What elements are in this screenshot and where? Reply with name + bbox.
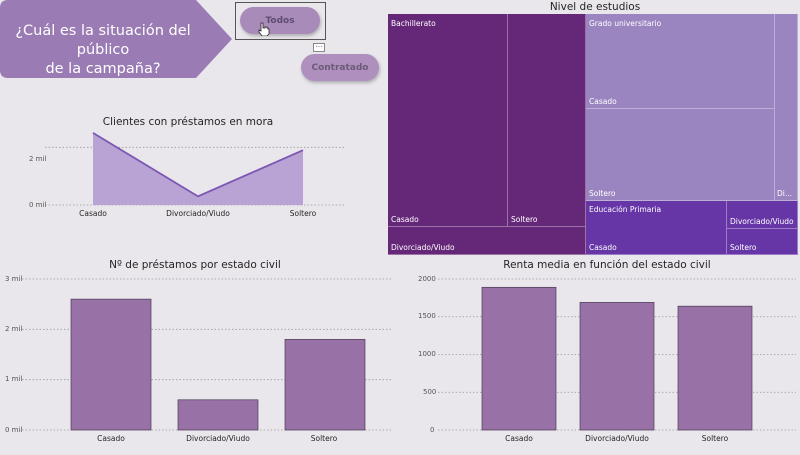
expand-handle[interactable]: ···: [313, 43, 325, 52]
mora-y-tick: 0 mil: [29, 201, 47, 209]
data-point[interactable]: [196, 194, 200, 198]
prestamos-bar-chart: [22, 278, 392, 431]
mora-x-label: Soltero: [289, 209, 317, 218]
treemap-cell-label: Divorciado/Viudo: [391, 243, 455, 252]
mora-chart-title: Clientes con préstamos en mora: [102, 116, 274, 128]
bar[interactable]: [177, 399, 259, 431]
treemap-cell-label: Di...: [777, 189, 793, 198]
treemap-cell-bachillerato-soltero[interactable]: Soltero: [508, 14, 586, 227]
treemap-group-label: Bachillerato: [391, 19, 436, 28]
area-line: [92, 132, 304, 198]
treemap-cell-primaria-casado[interactable]: Educación Primaria Casado: [586, 201, 727, 255]
prestamos-y-tick: 1 mil: [5, 375, 23, 383]
treemap-cell-primaria-divorciado[interactable]: Divorciado/Viudo: [727, 201, 798, 229]
treemap-title: Nivel de estudios: [549, 1, 641, 13]
question-banner: ¿Cuál es la situación del público de la …: [0, 0, 232, 78]
renta-bar-chart: [438, 278, 796, 431]
question-line-1: ¿Cuál es la situación del público: [15, 23, 191, 58]
renta-y-tick: 1500: [418, 312, 436, 320]
data-point[interactable]: [91, 131, 95, 135]
renta-x-label: Casado: [505, 434, 533, 443]
prestamos-x-label: Casado: [97, 434, 125, 443]
prestamos-y-tick: 0 mil: [5, 426, 23, 434]
treemap-cell-label: Soltero: [589, 189, 616, 198]
treemap-group-label: Educación Primaria: [589, 205, 662, 214]
mora-y-tick: 2 mil: [29, 155, 47, 163]
question-line-2: de la campaña?: [45, 61, 161, 77]
contratado-button[interactable]: Contratado: [301, 54, 379, 81]
treemap-cell-bachillerato-divorciado[interactable]: Divorciado/Viudo: [388, 227, 586, 255]
renta-y-tick: 1000: [418, 350, 436, 358]
question-text: ¿Cuál es la situación del público de la …: [8, 22, 198, 79]
renta-y-tick: 0: [430, 426, 435, 434]
renta-x-label: Soltero: [701, 434, 729, 443]
bar[interactable]: [481, 286, 557, 431]
prestamos-x-label: Soltero: [310, 434, 338, 443]
hand-cursor-icon: [258, 22, 270, 36]
treemap-cell-label: Casado: [589, 243, 617, 252]
mora-area-chart: [45, 131, 345, 206]
bar[interactable]: [284, 339, 366, 431]
treemap-cell-grado-soltero[interactable]: Soltero: [586, 109, 775, 201]
area-fill: [93, 132, 303, 205]
banner-shape: [0, 0, 232, 78]
treemap-cell-grado-divorciado[interactable]: Di...: [775, 14, 798, 201]
prestamos-y-tick: 3 mil: [5, 275, 23, 283]
treemap-cell-label: Soltero: [730, 243, 757, 252]
treemap-group-label: Grado universitario: [589, 19, 662, 28]
bar[interactable]: [70, 298, 152, 431]
renta-y-tick: 2000: [418, 275, 436, 283]
treemap-cell-grado-casado[interactable]: Grado universitario Casado: [586, 14, 775, 109]
treemap-cell-label: Casado: [391, 215, 419, 224]
treemap-cell-label: Divorciado/Viudo: [730, 217, 794, 226]
prestamos-y-tick: 2 mil: [5, 325, 23, 333]
renta-chart-title: Renta media en función del estado civil: [503, 259, 711, 271]
prestamos-x-label: Divorciado/Viudo: [186, 434, 250, 443]
todos-button[interactable]: Todos: [240, 7, 320, 34]
bar[interactable]: [579, 302, 655, 431]
mora-x-label: Casado: [79, 209, 107, 218]
data-point[interactable]: [301, 148, 305, 152]
prestamos-chart-title: Nº de préstamos por estado civil: [109, 259, 281, 271]
bar[interactable]: [677, 305, 753, 431]
slicer-selection-frame: [235, 2, 326, 40]
treemap-cell-label: Casado: [589, 97, 617, 106]
mora-x-label: Divorciado/Viudo: [166, 209, 230, 218]
treemap-cell-bachillerato-casado[interactable]: Bachillerato Casado: [388, 14, 508, 227]
nivel-estudios-treemap: Bachillerato Casado Soltero Divorciado/V…: [388, 14, 798, 255]
treemap-cell-label: Soltero: [511, 215, 538, 224]
treemap-cell-primaria-soltero[interactable]: Soltero: [727, 229, 798, 255]
renta-x-label: Divorciado/Viudo: [585, 434, 649, 443]
renta-y-tick: 500: [423, 388, 437, 396]
